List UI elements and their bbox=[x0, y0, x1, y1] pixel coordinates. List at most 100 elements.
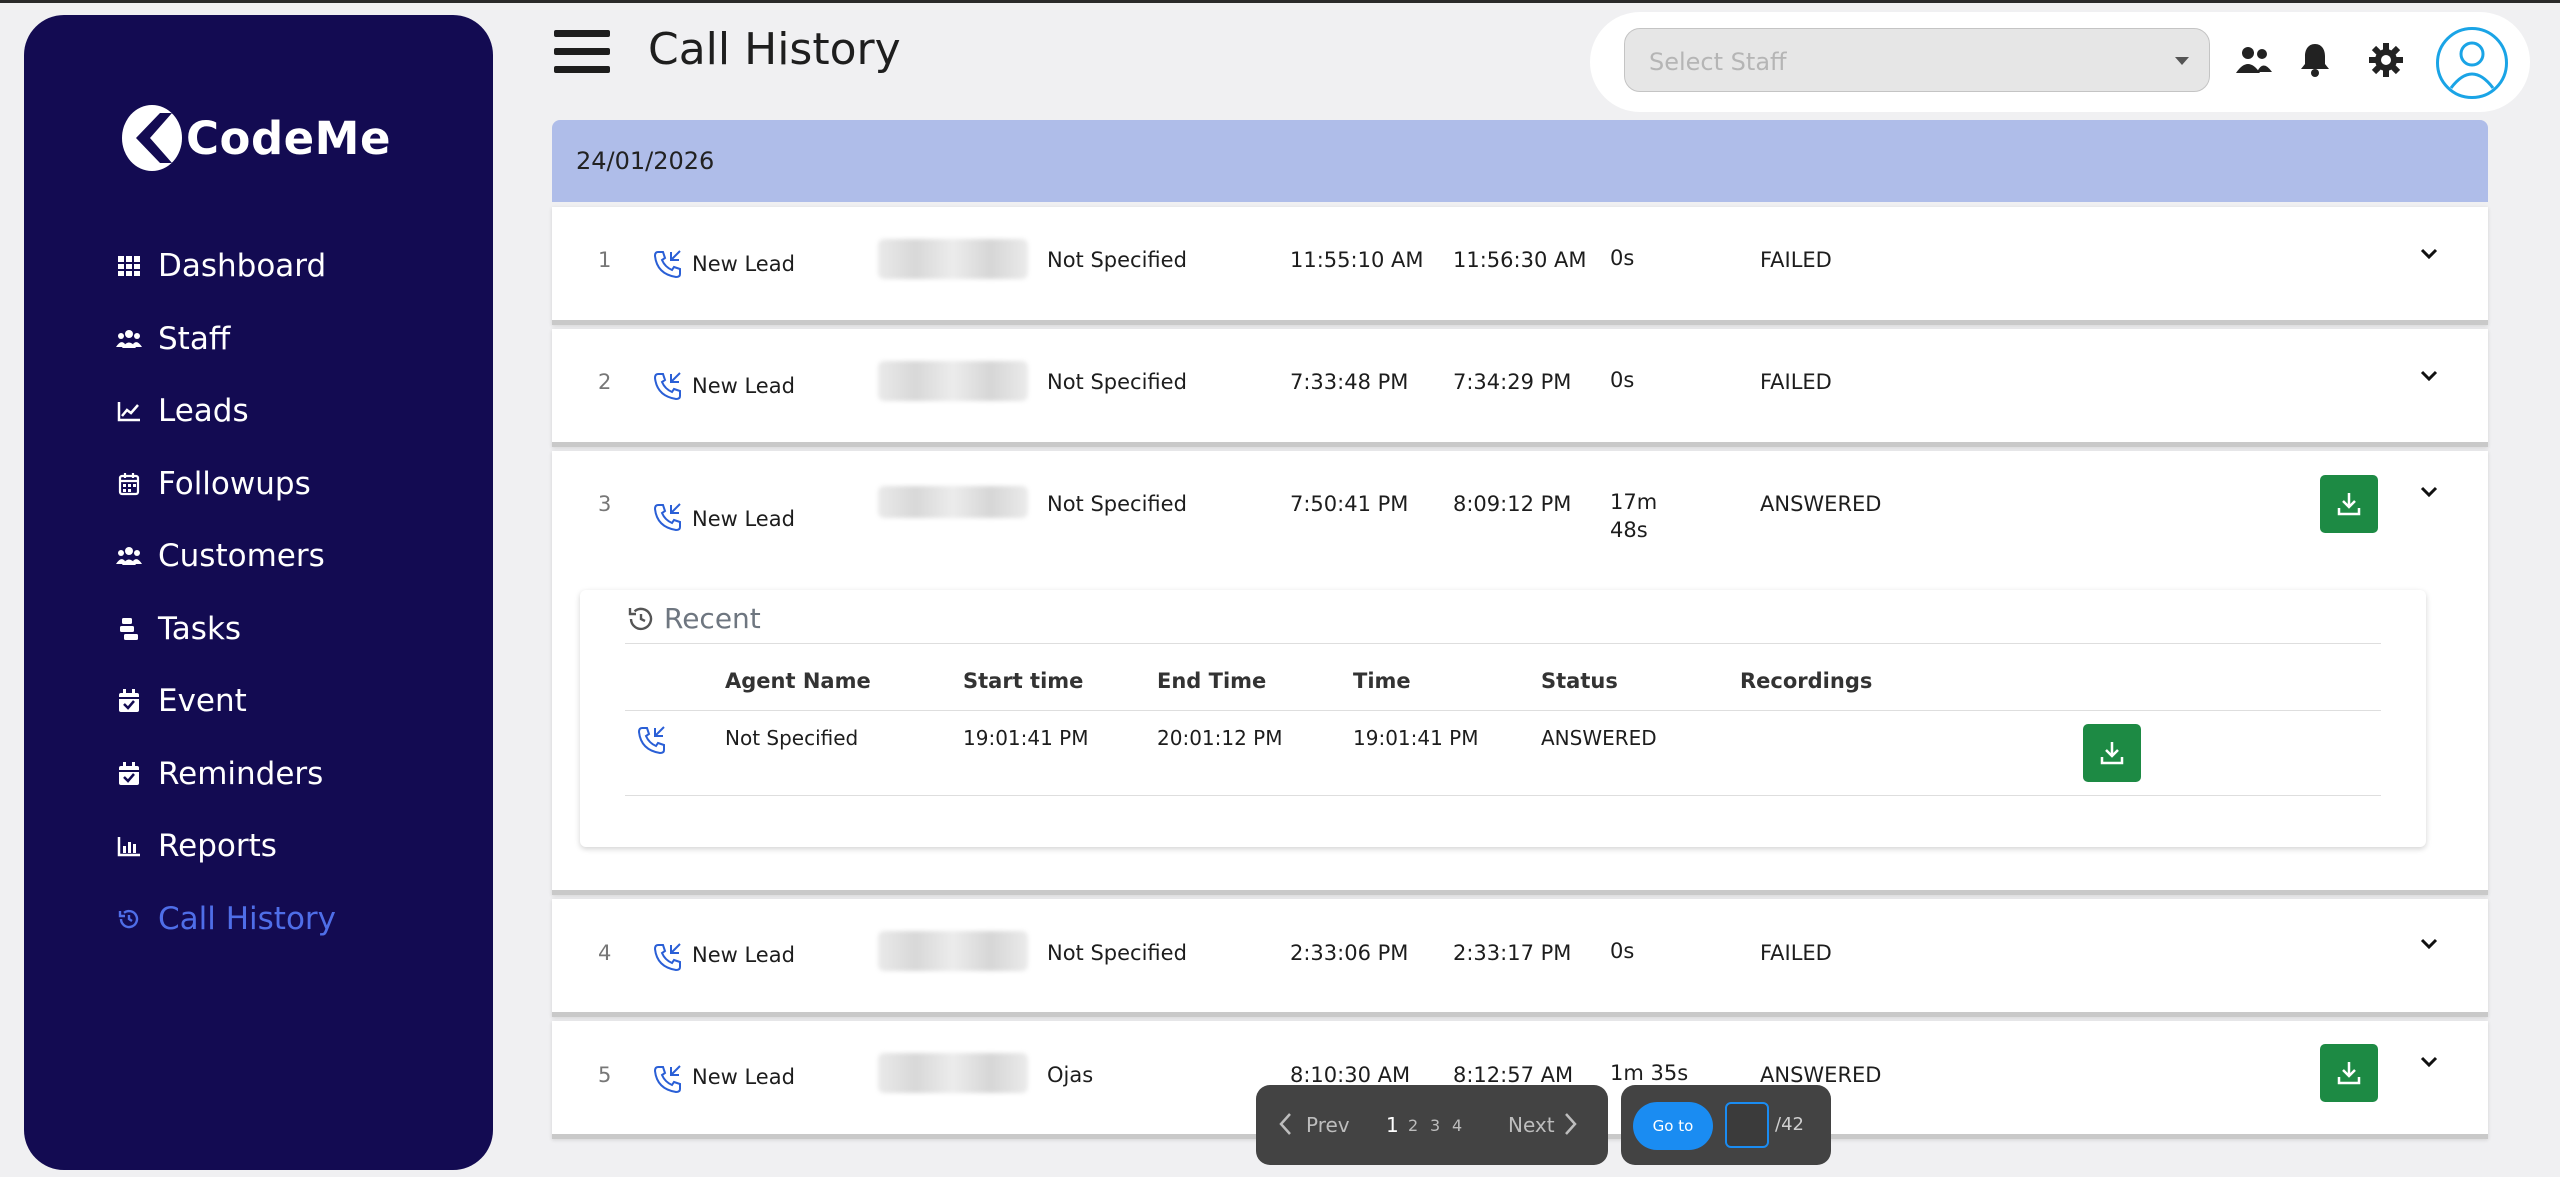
lead-name[interactable]: New Lead bbox=[692, 1065, 795, 1089]
prev-button[interactable]: Prev bbox=[1306, 1113, 1350, 1137]
goto-page-input[interactable] bbox=[1725, 1102, 1769, 1148]
bar-chart-icon bbox=[116, 833, 142, 859]
col-header-start: Start time bbox=[963, 669, 1084, 693]
end-time: 11:56:30 AM bbox=[1453, 248, 1587, 272]
sidebar-item-label: Dashboard bbox=[158, 248, 327, 285]
users-icon bbox=[116, 543, 142, 569]
call-duration: 0s bbox=[1610, 937, 1634, 965]
end-time: 8:09:12 PM bbox=[1453, 492, 1572, 516]
col-header-status: Status bbox=[1541, 669, 1618, 693]
start-time: 2:33:06 PM bbox=[1290, 941, 1409, 965]
incoming-call-icon bbox=[652, 370, 686, 404]
chevron-down-icon[interactable] bbox=[2414, 361, 2444, 391]
agent-name: Not Specified bbox=[1047, 370, 1187, 394]
incoming-call-icon bbox=[652, 1063, 686, 1097]
row-number: 2 bbox=[598, 370, 612, 394]
sidebar-item-reports[interactable]: Reports bbox=[116, 810, 336, 883]
incoming-call-icon bbox=[652, 248, 686, 282]
calendar-check-icon bbox=[116, 761, 142, 787]
sidebar-item-label: Call History bbox=[158, 900, 337, 937]
chevron-down-icon[interactable] bbox=[2414, 239, 2444, 269]
chart-line-icon bbox=[116, 398, 142, 424]
chevron-down-icon[interactable] bbox=[2414, 929, 2444, 959]
goto-page-control: Go to /42 bbox=[1621, 1085, 1831, 1165]
redacted-phone-number bbox=[878, 361, 1028, 401]
sidebar-item-call-history[interactable]: Call History bbox=[116, 883, 336, 956]
recent-agent: Not Specified bbox=[725, 726, 859, 750]
sidebar-item-label: Tasks bbox=[158, 610, 242, 647]
page-4-button[interactable]: 4 bbox=[1452, 1116, 1463, 1135]
sidebar-item-dashboard[interactable]: Dashboard bbox=[116, 230, 336, 303]
bell-icon[interactable] bbox=[2295, 40, 2335, 80]
users-icon bbox=[116, 326, 142, 352]
divider bbox=[625, 710, 2381, 711]
call-duration: 17m 48s bbox=[1610, 488, 1657, 544]
next-button[interactable]: Next bbox=[1508, 1113, 1555, 1137]
sidebar-item-tasks[interactable]: Tasks bbox=[116, 593, 336, 666]
recent-time: 19:01:41 PM bbox=[1353, 726, 1479, 750]
divider bbox=[625, 795, 2381, 796]
page-title: Call History bbox=[648, 24, 901, 75]
sidebar-item-label: Customers bbox=[158, 538, 325, 575]
row-number: 1 bbox=[598, 248, 612, 272]
page-2-button[interactable]: 2 bbox=[1408, 1116, 1419, 1135]
call-row[interactable]: 1 New Lead Not Specified 11:55:10 AM 11:… bbox=[552, 207, 2488, 325]
hamburger-line bbox=[554, 66, 610, 73]
avatar[interactable] bbox=[2436, 27, 2508, 99]
sidebar-item-staff[interactable]: Staff bbox=[116, 303, 336, 376]
page-1-button[interactable]: 1 bbox=[1386, 1113, 1399, 1137]
gear-icon[interactable] bbox=[2366, 40, 2406, 80]
download-recording-button[interactable] bbox=[2320, 1044, 2378, 1102]
call-status: FAILED bbox=[1760, 248, 1832, 272]
duration-value: 1m 35s bbox=[1610, 1061, 1689, 1085]
goto-button[interactable]: Go to bbox=[1633, 1102, 1713, 1150]
sidebar-item-followups[interactable]: Followups bbox=[116, 448, 336, 521]
pagination: Prev 1 2 3 4 Next bbox=[1256, 1085, 1608, 1165]
history-icon bbox=[116, 906, 142, 932]
sidebar-item-customers[interactable]: Customers bbox=[116, 520, 336, 593]
grid-icon bbox=[116, 253, 142, 279]
users-icon[interactable] bbox=[2234, 40, 2274, 80]
col-header-agent: Agent Name bbox=[725, 669, 871, 693]
chevron-left-icon[interactable] bbox=[1278, 1111, 1294, 1142]
calendar-icon bbox=[116, 471, 142, 497]
incoming-call-icon bbox=[652, 941, 686, 975]
chevron-down-icon[interactable] bbox=[2414, 1047, 2444, 1077]
download-icon bbox=[2337, 1062, 2361, 1085]
agent-name: Not Specified bbox=[1047, 492, 1187, 516]
recent-end: 20:01:12 PM bbox=[1157, 726, 1283, 750]
row-number: 4 bbox=[598, 941, 612, 965]
staff-select[interactable]: Select Staff bbox=[1624, 28, 2210, 92]
duration-value: 0s bbox=[1610, 368, 1635, 392]
lead-name[interactable]: New Lead bbox=[692, 252, 795, 276]
sidebar-item-event[interactable]: Event bbox=[116, 665, 336, 738]
agent-name: Not Specified bbox=[1047, 248, 1187, 272]
chevron-right-icon[interactable] bbox=[1562, 1111, 1578, 1142]
page-3-button[interactable]: 3 bbox=[1430, 1116, 1441, 1135]
window-top-border bbox=[0, 0, 2560, 3]
sidebar: CodeMe Dashboard Staff Leads Followups bbox=[24, 15, 493, 1170]
menu-toggle-button[interactable] bbox=[554, 30, 610, 78]
sidebar-item-label: Reminders bbox=[158, 755, 324, 792]
start-time: 7:33:48 PM bbox=[1290, 370, 1409, 394]
call-row[interactable]: 2 New Lead Not Specified 7:33:48 PM 7:34… bbox=[552, 329, 2488, 447]
logo[interactable]: CodeMe bbox=[122, 105, 391, 171]
history-icon bbox=[628, 607, 653, 630]
download-icon bbox=[2337, 493, 2361, 516]
lead-name[interactable]: New Lead bbox=[692, 374, 795, 398]
lead-name[interactable]: New Lead bbox=[692, 507, 795, 531]
staff-select-placeholder: Select Staff bbox=[1649, 48, 1787, 76]
call-duration: 0s bbox=[1610, 244, 1634, 272]
download-recording-button[interactable] bbox=[2320, 475, 2378, 533]
incoming-call-icon bbox=[652, 501, 686, 535]
call-row[interactable]: 4 New Lead Not Specified 2:33:06 PM 2:33… bbox=[552, 899, 2488, 1017]
end-time: 2:33:17 PM bbox=[1453, 941, 1572, 965]
lead-name[interactable]: New Lead bbox=[692, 943, 795, 967]
download-recording-button[interactable] bbox=[2083, 724, 2141, 782]
chevron-down-icon[interactable] bbox=[2414, 477, 2444, 507]
tasks-icon bbox=[116, 616, 142, 642]
date-group-label: 24/01/2026 bbox=[576, 147, 715, 175]
caret-down-icon bbox=[2175, 57, 2189, 65]
sidebar-item-reminders[interactable]: Reminders bbox=[116, 738, 336, 811]
sidebar-item-leads[interactable]: Leads bbox=[116, 375, 336, 448]
